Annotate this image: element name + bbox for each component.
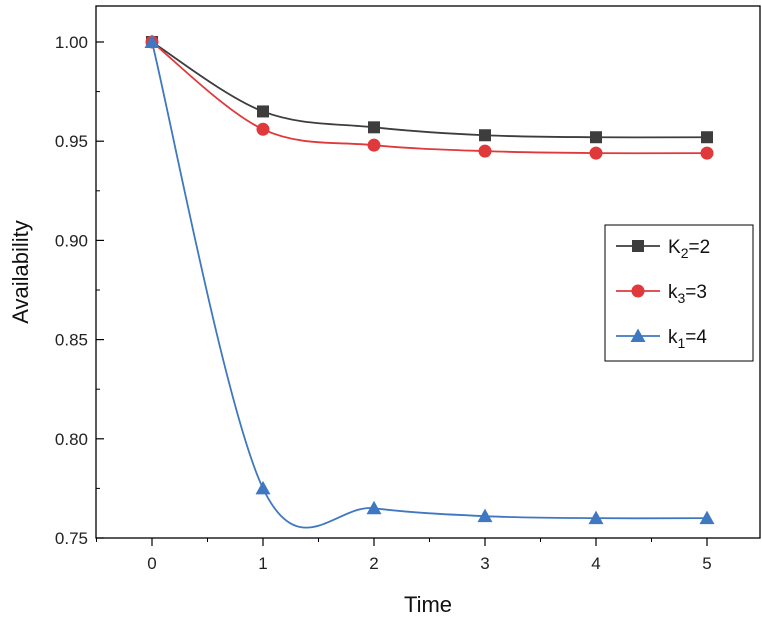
y-tick-label: 0.85 xyxy=(55,331,88,350)
data-point xyxy=(477,508,493,523)
series-2 xyxy=(145,35,714,160)
legend-item: k3=3 xyxy=(616,282,707,306)
data-point xyxy=(144,34,160,48)
x-axis-ticks: 0 1 2 3 4 5 xyxy=(96,538,712,573)
x-tick-label: 2 xyxy=(369,554,378,573)
y-tick-label: 0.75 xyxy=(55,529,88,548)
legend-box xyxy=(604,224,754,362)
data-point xyxy=(699,510,715,525)
y-tick-label: 0.90 xyxy=(55,231,88,250)
data-point xyxy=(256,122,270,136)
data-point xyxy=(701,131,713,144)
plot-frame xyxy=(95,5,761,539)
data-point xyxy=(590,131,602,144)
data-point xyxy=(700,146,714,160)
series-line xyxy=(151,41,708,155)
y-axis-ticks: 0.75 0.80 0.85 0.90 0.95 1.00 xyxy=(55,33,104,548)
series-line xyxy=(151,41,708,139)
data-point xyxy=(588,510,604,525)
series-layer xyxy=(144,34,715,529)
legend-item: k1=4 xyxy=(616,327,707,351)
legend-label: k3=3 xyxy=(668,282,707,306)
series-3 xyxy=(144,34,715,529)
y-tick-label: 0.95 xyxy=(55,132,88,151)
x-tick-label: 5 xyxy=(702,554,711,573)
data-point xyxy=(368,121,380,134)
series-1 xyxy=(146,36,713,144)
data-point xyxy=(589,146,603,160)
data-point xyxy=(478,144,492,158)
legend-marker xyxy=(632,240,644,252)
x-tick-label: 4 xyxy=(591,554,600,573)
legend-item: K2=2 xyxy=(616,237,710,261)
legend-label: K2=2 xyxy=(668,237,710,261)
x-tick-label: 0 xyxy=(147,554,156,573)
y-axis-title: Availability xyxy=(8,220,33,324)
y-tick-label: 1.00 xyxy=(55,33,88,52)
x-axis-title: Time xyxy=(404,592,452,617)
legend-marker xyxy=(631,284,645,298)
data-point xyxy=(367,138,381,152)
x-tick-label: 1 xyxy=(258,554,267,573)
data-point xyxy=(366,500,382,515)
data-point xyxy=(479,129,491,142)
x-tick-label: 3 xyxy=(480,554,489,573)
legend-marker xyxy=(630,328,646,342)
y-tick-label: 0.80 xyxy=(55,430,88,449)
data-point xyxy=(257,105,269,118)
data-point xyxy=(255,480,271,495)
legend-label: k1=4 xyxy=(668,327,707,351)
legend: K2=2 k3=3 k1=4 xyxy=(604,224,754,362)
